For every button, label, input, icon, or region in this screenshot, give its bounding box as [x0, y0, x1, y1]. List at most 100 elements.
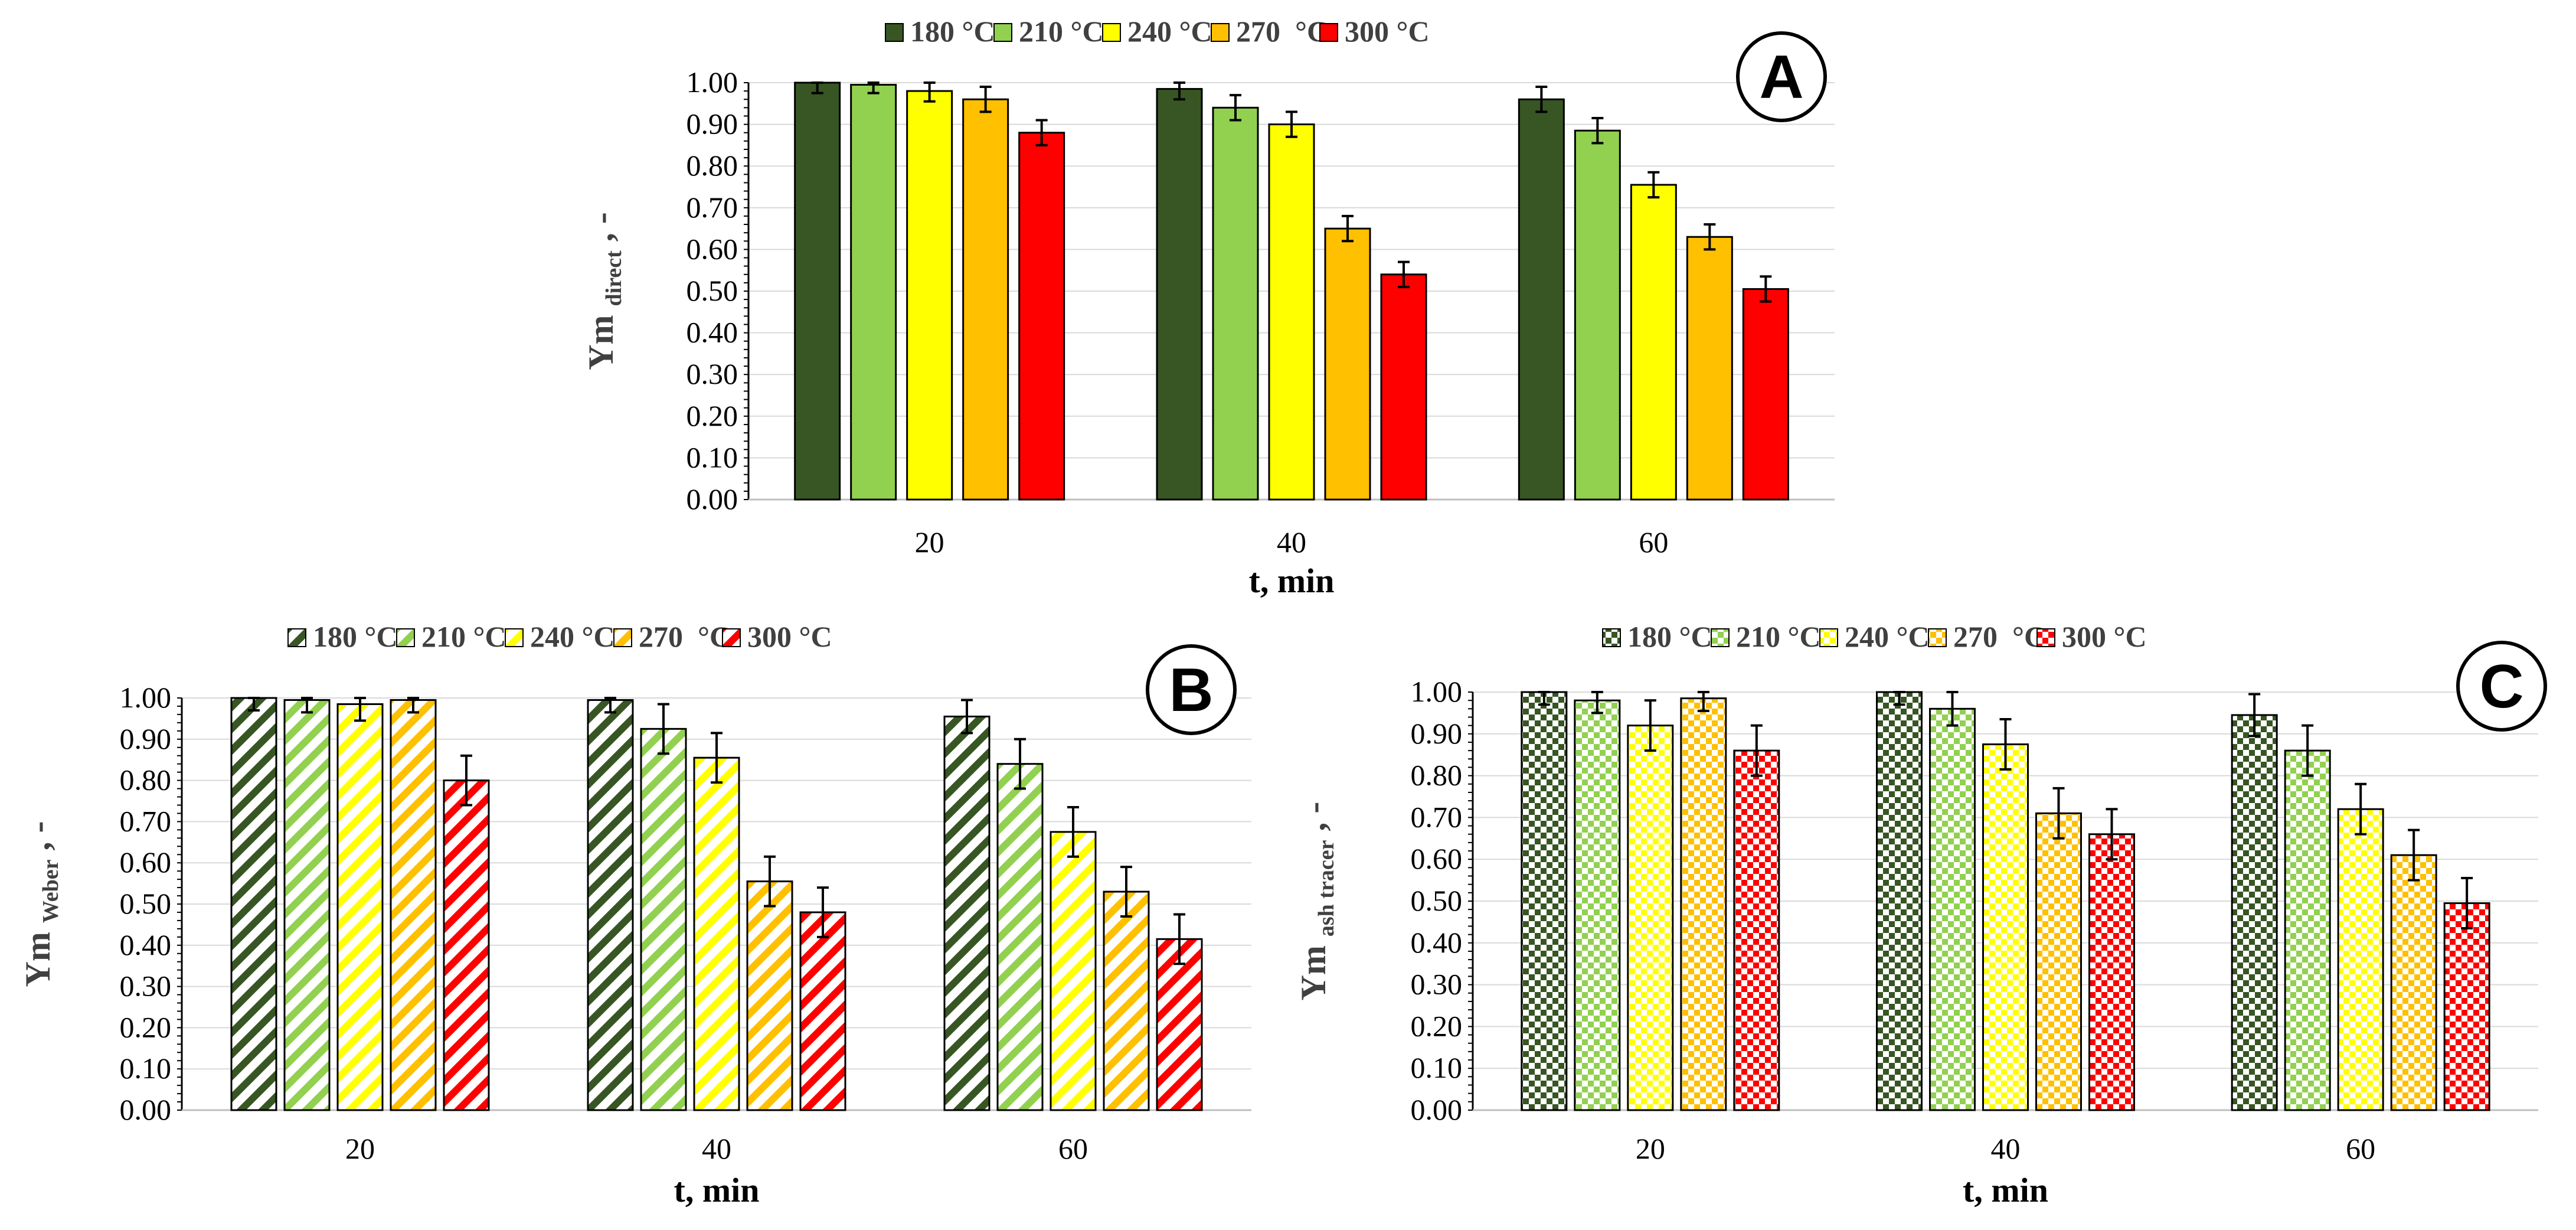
y-tick-label: 0.70 [1411, 800, 1463, 833]
y-tick-label: 0.20 [687, 399, 738, 432]
y-axis-label: Ym Weber , - [18, 821, 63, 987]
bar-c-240-t40 [1982, 743, 2029, 1111]
bar-c-270-t20 [1680, 697, 1727, 1111]
y-tick-label: 0.30 [687, 357, 738, 390]
legend-swatch-240 [1102, 23, 1121, 42]
x-tick-label: 20 [345, 1132, 375, 1165]
legend-swatch-210 [993, 23, 1012, 42]
bar-c-300-t60 [2443, 902, 2490, 1111]
bar-a-300-t20 [1018, 132, 1065, 501]
legend-swatch-300 [722, 628, 741, 647]
legend-swatch-270 [1211, 23, 1230, 42]
y-tick-label: 0.40 [1411, 926, 1463, 959]
bar-c-300-t40 [2088, 833, 2135, 1111]
y-tick-label: 0.00 [687, 482, 738, 516]
bar-b-180-t60 [943, 715, 990, 1111]
chart-panel-c: 0.00 0.10 0.20 0.30 0.40 0.50 0.60 0.70 0.80 0.90… [1294, 620, 2547, 1209]
panel-label: C [2479, 652, 2523, 721]
legend-label-210: 210 °C [1019, 15, 1104, 48]
legend-swatch-270 [613, 628, 632, 647]
bar-c-300-t20 [1733, 749, 1780, 1111]
bar-a-300-t60 [1742, 288, 1789, 501]
x-tick-label: 40 [1277, 526, 1306, 559]
bar-c-240-t20 [1627, 725, 1674, 1111]
x-tick-label: 40 [702, 1132, 731, 1165]
panel-label: B [1169, 656, 1213, 725]
bar-a-210-t60 [1574, 129, 1621, 501]
legend-swatch-180 [287, 628, 306, 647]
y-tick-label: 1.00 [120, 681, 172, 714]
bar-c-180-t60 [2231, 714, 2278, 1111]
panel-label: A [1759, 43, 1803, 112]
y-tick-label: 1.00 [687, 66, 738, 99]
y-tick-label: 0.20 [120, 1010, 172, 1043]
y-tick-label: 0.90 [687, 107, 738, 141]
x-tick-label: 60 [2346, 1132, 2375, 1165]
y-tick-label: 0.10 [687, 441, 738, 474]
bar-b-240-t40 [693, 756, 740, 1111]
y-tick-label: 0.10 [1411, 1051, 1463, 1084]
legend-swatch-270 [1928, 628, 1947, 647]
bar-a-240-t60 [1630, 184, 1677, 501]
y-tick-label: 0.70 [687, 191, 738, 224]
y-tick-label: 0.10 [120, 1052, 172, 1085]
legend-label-180: 180 °C [1627, 620, 1712, 653]
legend-label-300: 300 °C [2062, 620, 2147, 653]
y-tick-label: 0.50 [687, 274, 738, 307]
x-axis-label: t, min [1963, 1171, 2048, 1209]
y-tick-label: 0.40 [687, 316, 738, 349]
legend-label-270: 270 °C [1236, 15, 1328, 48]
bar-c-210-t40 [1929, 707, 1976, 1111]
bar-b-210-t20 [283, 699, 331, 1111]
y-tick-label: 0.30 [120, 970, 172, 1003]
panel-badge-circle [2456, 641, 2547, 732]
y-tick-label: 0.70 [120, 804, 172, 837]
legend-label-180: 180 °C [910, 15, 995, 48]
y-tick-label: 0.80 [1411, 759, 1463, 792]
y-tick-label: 0.50 [120, 887, 172, 920]
bar-b-180-t20 [230, 697, 277, 1111]
y-tick-label: 0.60 [687, 232, 738, 265]
legend-label-180: 180 °C [313, 620, 398, 653]
bar-a-240-t20 [906, 90, 953, 501]
legend-label-240: 240 °C [530, 620, 615, 653]
bar-a-210-t40 [1212, 106, 1259, 501]
bar-a-270-t20 [962, 98, 1009, 501]
bar-b-210-t60 [996, 763, 1044, 1111]
bar-a-270-t60 [1686, 236, 1733, 501]
legend-swatch-180 [885, 23, 904, 42]
bar-a-180-t60 [1518, 98, 1565, 501]
panel-badge-circle [1146, 644, 1237, 735]
legend-label-270: 270 °C [1953, 620, 2045, 653]
y-tick-label: 0.90 [1411, 717, 1463, 750]
y-tick-label: 0.40 [120, 928, 172, 961]
bar-c-180-t20 [1521, 691, 1568, 1111]
bar-b-300-t20 [443, 779, 490, 1111]
y-tick-label: 0.90 [120, 722, 172, 755]
x-tick-label: 40 [1991, 1132, 2021, 1165]
legend-swatch-240 [1819, 628, 1838, 647]
legend-label-210: 210 °C [421, 620, 506, 653]
y-tick-label: 1.00 [1411, 675, 1463, 708]
bar-b-270-t40 [746, 880, 793, 1111]
bar-b-300-t40 [799, 911, 846, 1111]
y-tick-label: 0.60 [1411, 842, 1463, 875]
x-tick-label: 60 [1639, 526, 1668, 559]
y-axis-label: Ym ash tracer , - [1294, 802, 1339, 1001]
bar-c-270-t40 [2035, 812, 2082, 1111]
y-tick-label: 0.80 [687, 149, 738, 182]
legend-swatch-210 [1711, 628, 1730, 647]
x-tick-label: 20 [1636, 1132, 1665, 1165]
bar-a-210-t20 [850, 84, 897, 501]
bar-c-240-t60 [2337, 808, 2384, 1111]
legend-label-270: 270 °C [639, 620, 731, 653]
legend-swatch-210 [396, 628, 415, 647]
chart-panel-a: 0.00 0.10 0.20 0.30 0.40 0.50 0.60 0.70 0.80 0.90… [581, 15, 1835, 600]
y-tick-label: 0.00 [120, 1093, 172, 1126]
x-axis-label: t, min [1249, 562, 1335, 600]
legend-label-240: 240 °C [1845, 620, 1930, 653]
legend-label-240: 240 °C [1127, 15, 1212, 48]
bar-c-210-t60 [2284, 749, 2331, 1111]
bar-c-270-t60 [2390, 854, 2437, 1111]
legend-swatch-240 [505, 628, 524, 647]
